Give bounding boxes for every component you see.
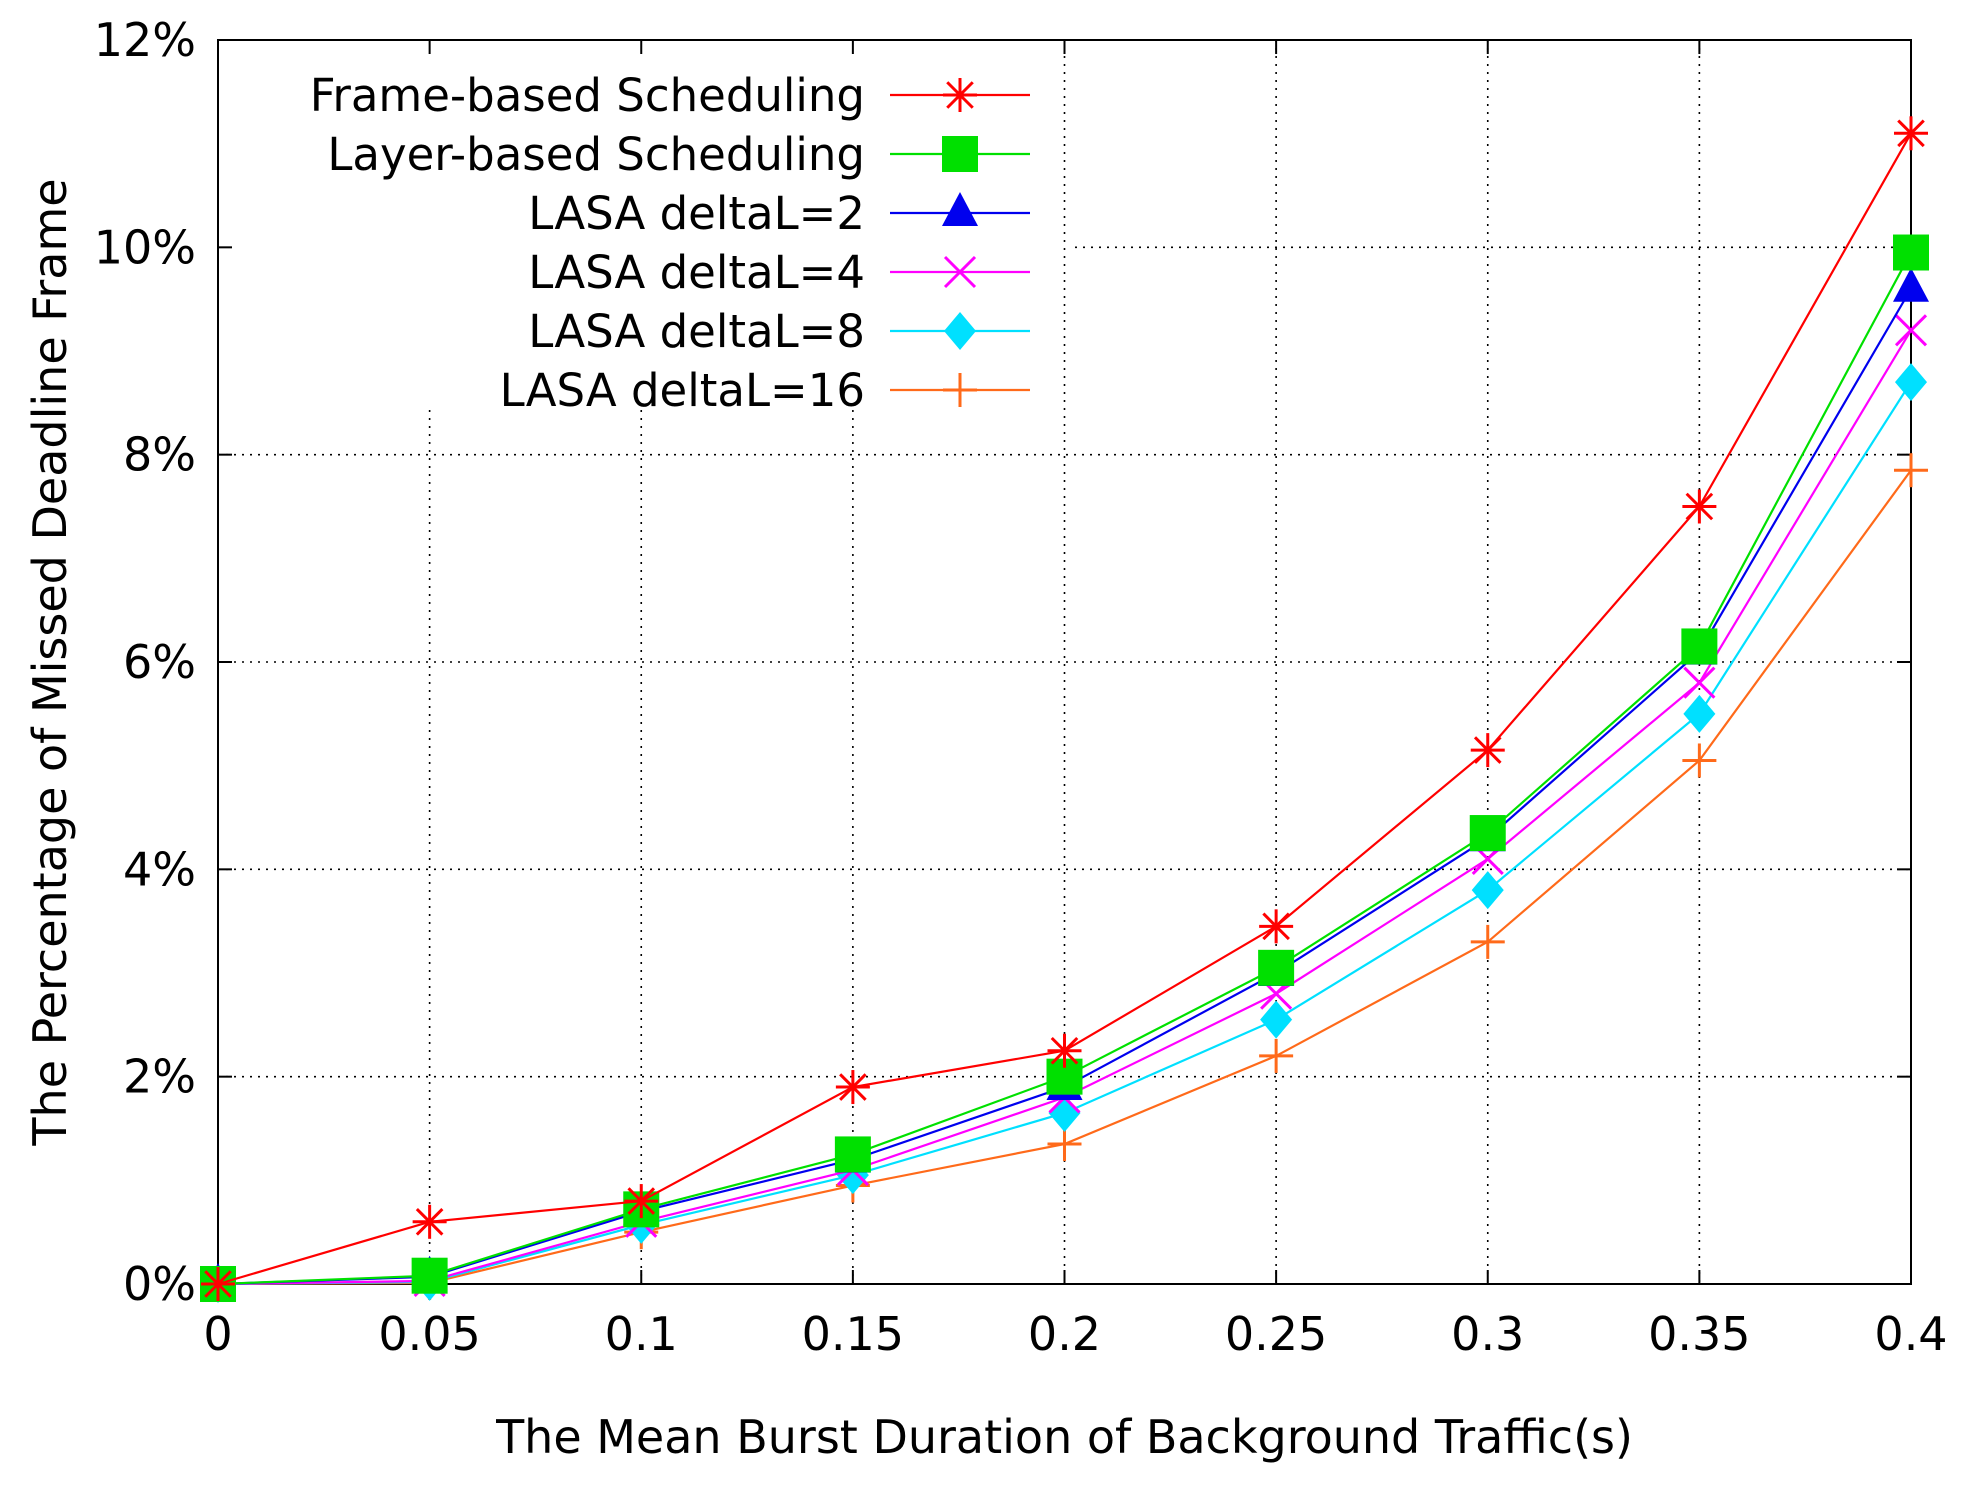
data-point xyxy=(1682,489,1717,524)
data-point xyxy=(624,1184,659,1219)
x-tick-label: 0.4 xyxy=(1874,1307,1947,1361)
series-group xyxy=(200,116,1929,1303)
y-tick-label: 12% xyxy=(94,13,196,67)
legend-label: LASA deltaL=4 xyxy=(528,246,865,299)
legend-marker xyxy=(942,136,978,172)
data-point xyxy=(1894,314,1928,347)
legend: Frame-based Scheduling Layer-based Schedu… xyxy=(310,69,1030,417)
legend-entry: Layer-based Scheduling xyxy=(327,128,1030,181)
legend-label: LASA deltaL=8 xyxy=(528,305,865,358)
series-6 xyxy=(201,453,1928,1301)
data-point xyxy=(1470,924,1505,959)
y-tick-label: 4% xyxy=(123,842,196,896)
x-axis-label: The Mean Burst Duration of Background Tr… xyxy=(495,1410,1633,1464)
x-tick-label: 0.3 xyxy=(1451,1307,1524,1361)
y-tick-label: 8% xyxy=(123,428,196,482)
legend-label: Layer-based Scheduling xyxy=(327,128,865,181)
data-point xyxy=(1469,815,1506,852)
data-point xyxy=(412,1204,447,1239)
data-point xyxy=(1894,116,1928,151)
legend-marker xyxy=(943,78,977,112)
legend-entry: LASA deltaL=2 xyxy=(528,187,1030,240)
data-point xyxy=(1681,628,1718,665)
data-point xyxy=(1258,949,1295,986)
data-point xyxy=(411,1257,448,1294)
x-tick-label: 0.05 xyxy=(378,1307,480,1361)
legend-entry: Frame-based Scheduling xyxy=(310,69,1030,122)
data-point xyxy=(835,1070,870,1105)
y-tick-label: 6% xyxy=(123,635,196,689)
legend-entry: LASA deltaL=16 xyxy=(500,364,1030,417)
series-1 xyxy=(201,116,1928,1301)
x-tick-label: 0.35 xyxy=(1648,1307,1750,1361)
data-point xyxy=(1047,1127,1082,1162)
data-point xyxy=(1893,267,1929,302)
legend-entry: LASA deltaL=4 xyxy=(528,246,1030,299)
legend-marker xyxy=(944,312,976,350)
data-point xyxy=(1260,1000,1293,1039)
data-point xyxy=(1470,733,1505,768)
data-point xyxy=(1047,1033,1082,1068)
data-point xyxy=(1683,694,1716,733)
data-point xyxy=(1894,453,1928,488)
y-axis-label: The Percentage of Missed Deadline Frame xyxy=(23,178,77,1146)
legend-marker xyxy=(943,373,977,407)
data-point xyxy=(1471,871,1504,910)
data-point xyxy=(1893,234,1929,271)
legend-label: Frame-based Scheduling xyxy=(310,69,865,122)
y-tick-label: 2% xyxy=(123,1050,196,1104)
data-point xyxy=(201,1267,235,1301)
data-point xyxy=(1259,1038,1294,1073)
x-tick-label: 0.1 xyxy=(605,1307,678,1361)
y-tick-label: 0% xyxy=(123,1257,196,1311)
data-point xyxy=(1683,666,1716,699)
x-tick-label: 0.25 xyxy=(1225,1307,1327,1361)
legend-label: LASA deltaL=16 xyxy=(500,364,865,417)
legend-entry: LASA deltaL=8 xyxy=(528,305,1030,358)
axes: 0 0.05 0.1 0.15 0.2 0.25 0.3 0.35 0.4 0% 2% 4% 6% 8% 1… xyxy=(94,13,1948,1361)
x-tick-label: 0.2 xyxy=(1028,1307,1101,1361)
data-point xyxy=(1259,909,1294,944)
legend-marker xyxy=(942,192,978,226)
data-point xyxy=(1895,363,1927,402)
legend-marker xyxy=(943,255,977,289)
data-point xyxy=(1682,743,1717,778)
x-tick-label: 0 xyxy=(203,1307,232,1361)
y-tick-label: 10% xyxy=(94,220,196,274)
data-point xyxy=(834,1136,871,1173)
x-tick-label: 0.15 xyxy=(802,1307,904,1361)
legend-label: LASA deltaL=2 xyxy=(528,187,865,240)
